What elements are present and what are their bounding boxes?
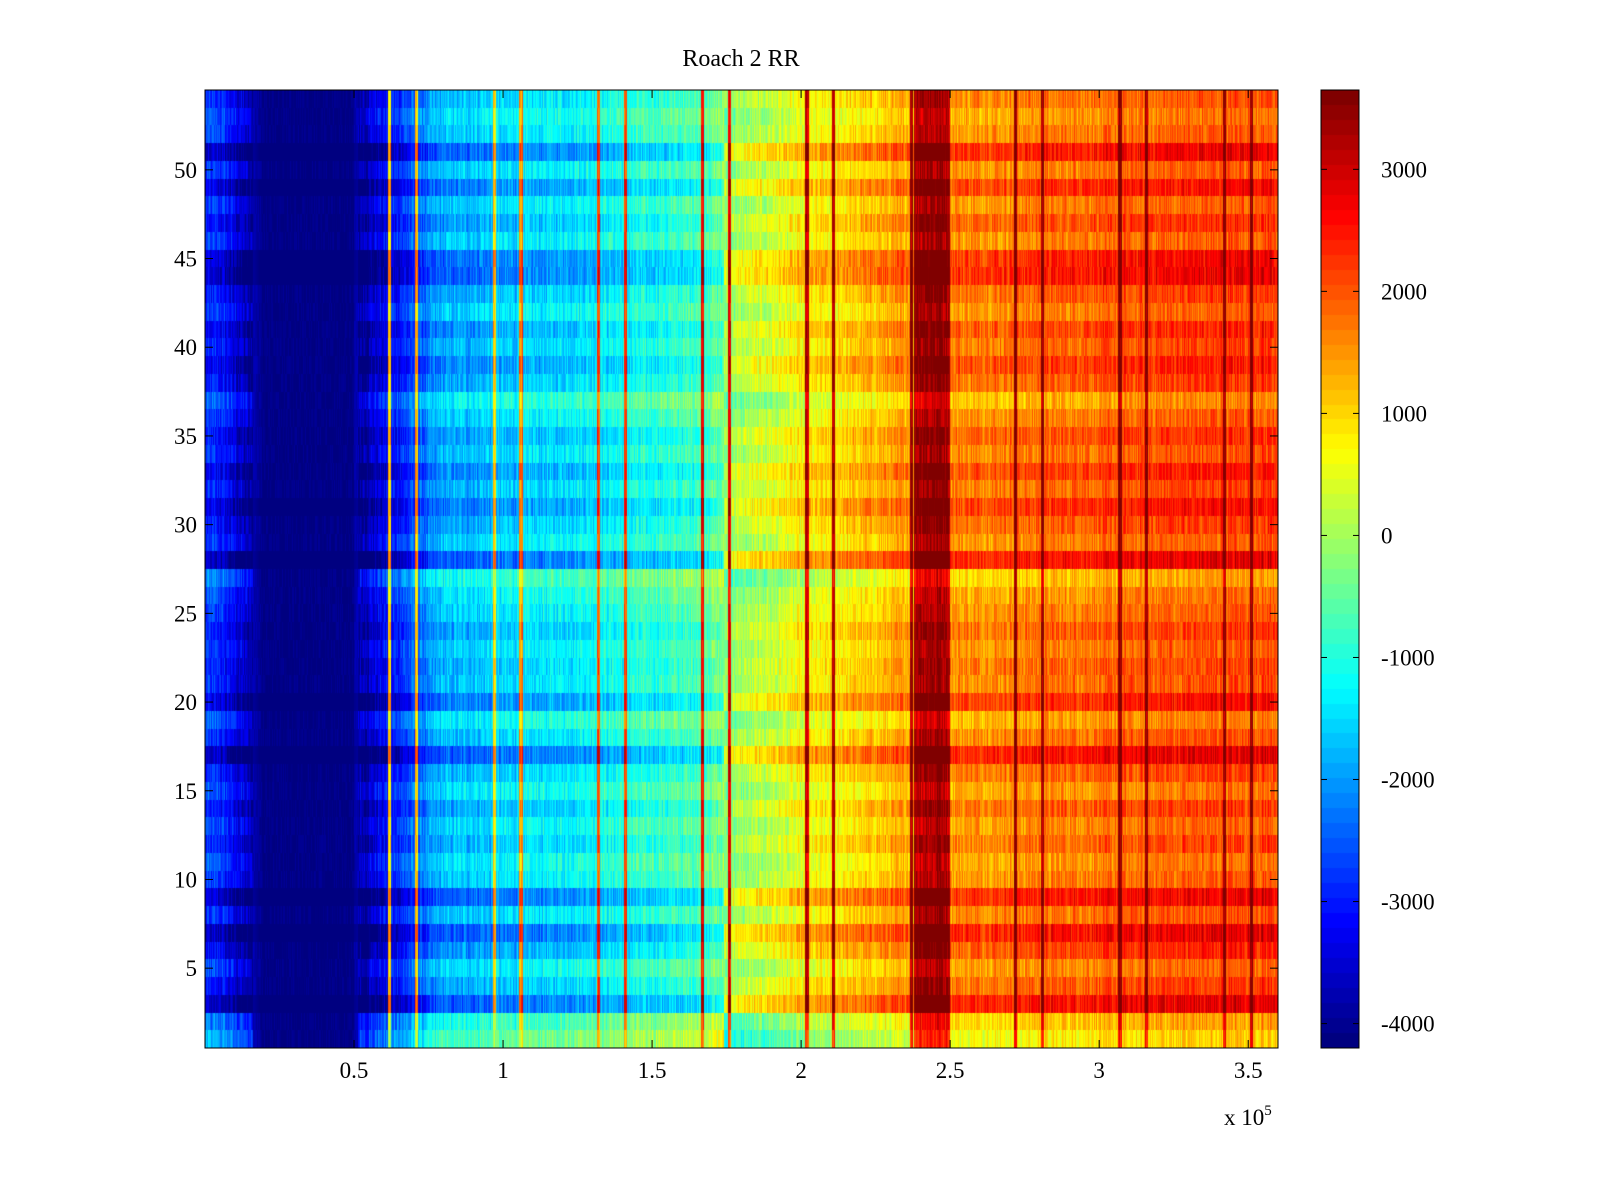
x-tick-label: 2.5 — [936, 1058, 965, 1083]
y-tick-label: 25 — [174, 601, 197, 626]
y-tick-label: 10 — [174, 867, 197, 892]
colorbar-tick-label: -3000 — [1381, 890, 1435, 915]
plot-frame — [204, 89, 1279, 1049]
colorbar-tick-label: 0 — [1381, 523, 1393, 548]
colorbar-tick-label: -1000 — [1381, 645, 1435, 670]
colorbar-frame — [1320, 89, 1360, 1049]
heatmap-cells — [205, 90, 1278, 1048]
y-tick-label: 20 — [174, 690, 197, 715]
colorbar-tick-label: 3000 — [1381, 157, 1427, 182]
y-tick-label: 40 — [174, 335, 197, 360]
y-axis: 5 10 15 20 25 30 35 40 45 50 — [174, 158, 1278, 981]
x-tick-label: 1 — [497, 1058, 509, 1083]
colorbar-gradient — [1321, 90, 1359, 1048]
x-exponent-prefix: x 10 — [1224, 1105, 1264, 1130]
y-tick-label: 15 — [174, 779, 197, 804]
chart-title: Roach 2 RR — [682, 46, 799, 72]
colorbar-tick-label: 2000 — [1381, 279, 1427, 304]
x-tick-label: 3 — [1093, 1058, 1105, 1083]
colorbar-tick-label: -2000 — [1381, 768, 1435, 793]
y-tick-label: 45 — [174, 247, 197, 272]
x-exponent-label: x 105 — [1224, 1103, 1272, 1130]
y-tick-label: 5 — [186, 956, 198, 981]
colorbar-axis: -4000 -3000 -2000 -1000 0 1000 2000 3000 — [1321, 157, 1435, 1037]
y-tick-label: 30 — [174, 513, 197, 538]
colorbar-tick-label: 1000 — [1381, 401, 1427, 426]
y-tick-label: 50 — [174, 158, 197, 183]
y-tick-label: 35 — [174, 424, 197, 449]
x-tick-label: 0.5 — [340, 1058, 369, 1083]
x-exponent-power: 5 — [1264, 1103, 1272, 1119]
x-tick-label: 2 — [795, 1058, 807, 1083]
x-tick-label: 3.5 — [1234, 1058, 1263, 1083]
x-axis: 0.5 1 1.5 2 2.5 3 3.5 — [340, 90, 1263, 1083]
x-tick-label: 1.5 — [638, 1058, 667, 1083]
colorbar-tick-label: -4000 — [1381, 1012, 1435, 1037]
